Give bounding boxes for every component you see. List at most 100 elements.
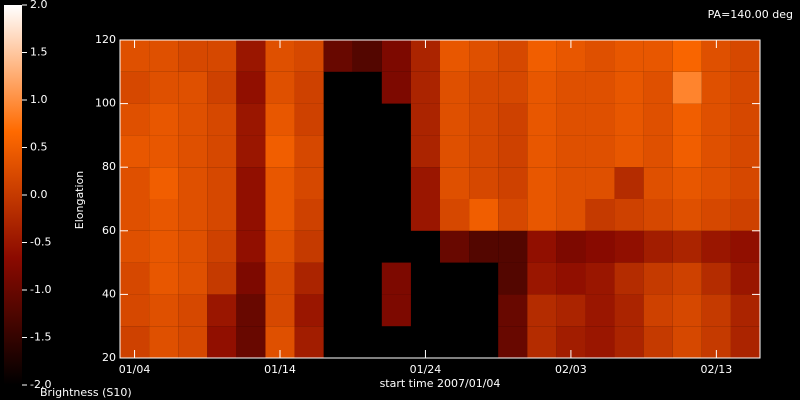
heatmap-cell xyxy=(585,71,615,104)
heatmap-cell xyxy=(556,294,586,327)
colorbar-tick-label: 0.5 xyxy=(30,141,48,154)
heatmap-cell xyxy=(207,294,237,327)
heatmap-cell xyxy=(527,135,557,168)
heatmap-cell xyxy=(120,230,150,263)
heatmap-cell xyxy=(643,40,673,72)
colorbar-tick-label: -0.5 xyxy=(30,236,51,249)
heatmap xyxy=(120,40,760,358)
heatmap-cell xyxy=(294,326,324,358)
heatmap-cell xyxy=(585,294,615,327)
heatmap-cell xyxy=(614,294,644,327)
y-tick-label: 80 xyxy=(102,160,116,173)
heatmap-cell xyxy=(730,167,760,199)
heatmap-cell xyxy=(440,167,470,199)
heatmap-cell xyxy=(643,71,673,104)
heatmap-cell xyxy=(585,135,615,168)
heatmap-cell xyxy=(498,71,528,104)
heatmap-cell xyxy=(672,167,702,199)
plot-frame xyxy=(119,39,761,359)
heatmap-cell xyxy=(614,71,644,104)
heatmap-cell xyxy=(498,135,528,168)
heatmap-cell xyxy=(120,199,150,231)
heatmap-cell xyxy=(527,262,557,295)
heatmap-cell xyxy=(701,71,731,104)
heatmap-cell xyxy=(643,167,673,199)
heatmap-cell xyxy=(527,40,557,72)
heatmap-cell xyxy=(701,199,731,231)
heatmap-cell xyxy=(236,326,266,358)
heatmap-cell xyxy=(556,230,586,263)
heatmap-cell xyxy=(207,167,237,199)
heatmap-cell xyxy=(236,230,266,263)
heatmap-cell xyxy=(469,103,499,136)
heatmap-cell xyxy=(701,135,731,168)
heatmap-cell xyxy=(730,103,760,136)
heatmap-cell xyxy=(294,167,324,199)
heatmap-cell xyxy=(410,167,440,199)
heatmap-cell xyxy=(149,230,179,263)
heatmap-cell xyxy=(672,103,702,136)
heatmap-cell xyxy=(178,103,208,136)
y-tick-label: 20 xyxy=(102,351,116,364)
heatmap-cell xyxy=(730,199,760,231)
heatmap-cell xyxy=(323,40,353,72)
heatmap-cell xyxy=(149,326,179,358)
heatmap-cell xyxy=(120,135,150,168)
colorbar xyxy=(4,5,22,385)
x-tick-label: 01/24 xyxy=(410,363,442,376)
heatmap-cell xyxy=(265,262,295,295)
heatmap-cell xyxy=(469,199,499,231)
heatmap-cell xyxy=(410,103,440,136)
heatmap-cell xyxy=(614,262,644,295)
heatmap-cell xyxy=(178,135,208,168)
colorbar-tick-label: 0.0 xyxy=(30,188,48,201)
heatmap-cell xyxy=(120,71,150,104)
colorbar-tick-label: -2.0 xyxy=(30,378,51,391)
heatmap-cell xyxy=(207,71,237,104)
heatmap-cell xyxy=(236,103,266,136)
y-tick-label: 120 xyxy=(95,33,116,46)
heatmap-cell xyxy=(730,326,760,358)
heatmap-cell xyxy=(527,326,557,358)
heatmap-cell xyxy=(410,199,440,231)
heatmap-cell xyxy=(440,71,470,104)
heatmap-cell xyxy=(236,262,266,295)
heatmap-cell xyxy=(614,230,644,263)
heatmap-cell xyxy=(585,199,615,231)
heatmap-cell xyxy=(207,135,237,168)
heatmap-cell xyxy=(527,294,557,327)
heatmap-cell xyxy=(672,326,702,358)
heatmap-cell xyxy=(643,326,673,358)
heatmap-cell xyxy=(498,262,528,295)
heatmap-cell xyxy=(498,294,528,327)
heatmap-cell xyxy=(585,167,615,199)
heatmap-cell xyxy=(730,230,760,263)
heatmap-cell xyxy=(381,294,411,327)
heatmap-cell xyxy=(469,167,499,199)
heatmap-cell xyxy=(120,167,150,199)
colorbar-tick-label: 1.0 xyxy=(30,93,48,106)
heatmap-cell xyxy=(701,294,731,327)
heatmap-cell xyxy=(730,135,760,168)
colorbar-tick-label: 2.0 xyxy=(30,0,48,11)
heatmap-cell xyxy=(527,230,557,263)
heatmap-cell xyxy=(294,71,324,104)
heatmap-cell xyxy=(585,230,615,263)
colorbar-tick-label: -1.5 xyxy=(30,331,51,344)
heatmap-cell xyxy=(730,294,760,327)
heatmap-cell xyxy=(352,40,382,72)
heatmap-cell xyxy=(556,262,586,295)
heatmap-cell xyxy=(469,71,499,104)
heatmap-cell xyxy=(527,71,557,104)
heatmap-cell xyxy=(265,294,295,327)
heatmap-cell xyxy=(730,71,760,104)
heatmap-cell xyxy=(410,135,440,168)
heatmap-cell xyxy=(701,262,731,295)
heatmap-cell xyxy=(236,294,266,327)
heatmap-cell xyxy=(556,103,586,136)
heatmap-cell xyxy=(498,199,528,231)
heatmap-cell xyxy=(527,103,557,136)
heatmap-cell xyxy=(178,199,208,231)
heatmap-cell xyxy=(207,103,237,136)
